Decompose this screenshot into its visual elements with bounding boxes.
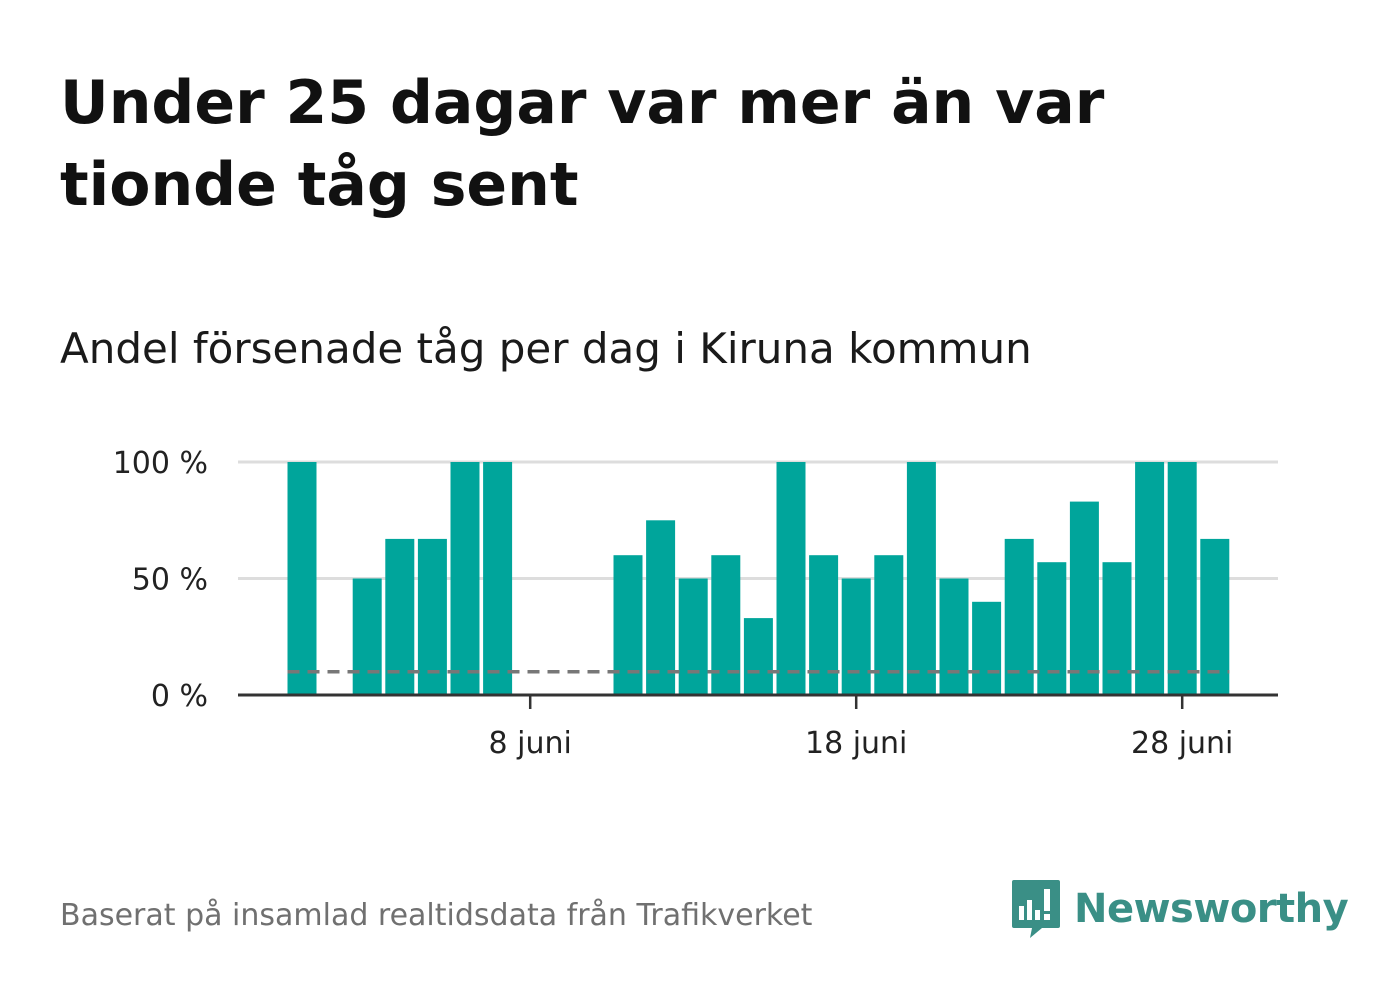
axis-labels: 8 juni 18 juni 28 juni 0 % 50 % 100 % — [113, 446, 1234, 761]
brand-logo: Newsworthy — [1010, 878, 1349, 940]
bar-18-juni — [841, 578, 871, 695]
bar-25-juni — [1069, 501, 1099, 695]
brand-name: Newsworthy — [1074, 886, 1349, 932]
bar-11-juni — [613, 555, 643, 695]
bar-12-juni — [646, 520, 676, 696]
bar-19-juni — [874, 555, 904, 695]
bar-22-juni — [972, 601, 1002, 695]
bar-26-juni — [1102, 562, 1132, 695]
newsworthy-logo-icon — [1012, 880, 1060, 938]
chart-subtitle: Andel försenade tåg per dag i Kiruna kom… — [60, 324, 1032, 373]
source-note: Baserat på insamlad realtidsdata från Tr… — [60, 898, 813, 933]
bar-13-juni — [678, 578, 708, 695]
bar-4-juni — [385, 538, 415, 695]
bar-5-juni — [417, 538, 447, 695]
bar-29-juni — [1200, 538, 1230, 695]
x-tick-label: 28 juni — [1131, 726, 1233, 761]
bar-14-juni — [711, 555, 741, 695]
bar-20-juni — [906, 462, 936, 695]
bar-21-juni — [939, 578, 969, 695]
bar-23-juni — [1004, 538, 1034, 695]
bar-27-juni — [1135, 462, 1165, 695]
x-tick-label: 18 juni — [805, 726, 907, 761]
bar-15-juni — [743, 618, 773, 695]
bar-7-juni — [483, 462, 513, 695]
bar-chart: 8 juni 18 juni 28 juni 0 % 50 % 100 % — [113, 446, 1278, 761]
bar-3-juni — [352, 578, 382, 695]
y-tick-label: 50 % — [132, 563, 208, 598]
chart-title: Under 25 dagar var mer än var tionde tåg… — [60, 68, 1105, 220]
bar-28-juni — [1167, 462, 1197, 695]
bar-1-juni — [287, 462, 317, 695]
y-tick-label: 0 % — [151, 679, 208, 714]
bar-6-juni — [450, 462, 480, 695]
y-tick-label: 100 % — [113, 446, 208, 481]
x-tick-label: 8 juni — [489, 726, 572, 761]
bar-16-juni — [776, 462, 806, 695]
bar-17-juni — [809, 555, 839, 695]
axes — [238, 693, 1278, 709]
bar-24-juni — [1037, 562, 1067, 695]
